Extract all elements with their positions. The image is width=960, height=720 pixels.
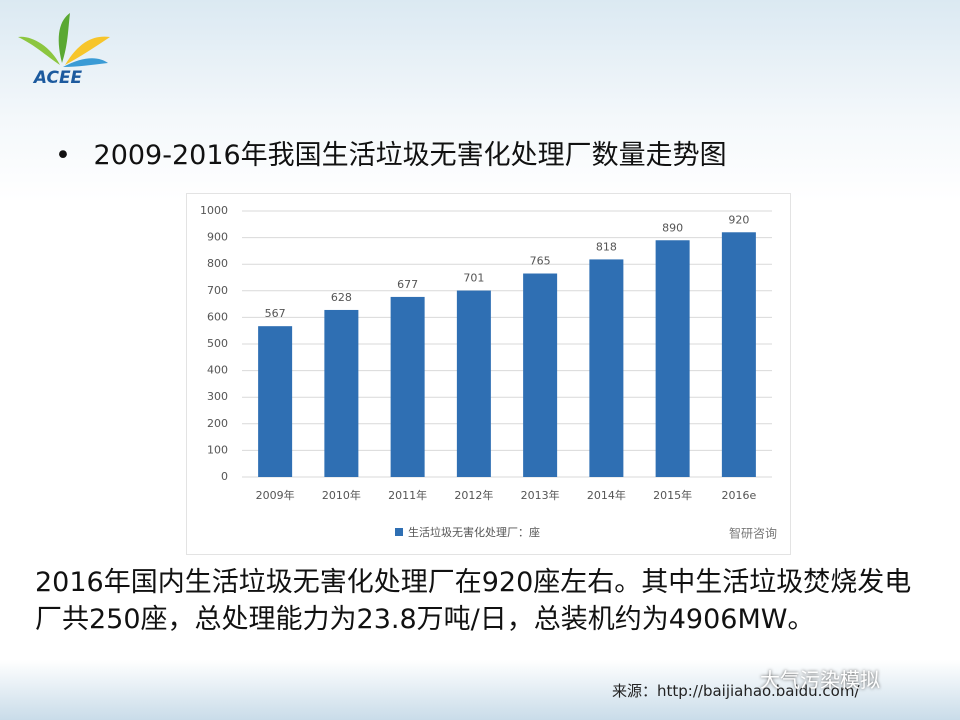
chart: 0 100 200 300 400 500 600 700 800 900 1000 2009年 201… [186, 193, 791, 555]
x-tick-label: 2010年 [322, 488, 361, 502]
legend-label: 生活垃圾无害化处理厂：座 [408, 525, 540, 539]
heading: • 2009-2016年我国生活垃圾无害化处理厂数量走势图 [55, 140, 727, 171]
y-tick-label: 500 [207, 337, 228, 350]
y-tick-label: 0 [221, 470, 228, 483]
bar [390, 296, 425, 477]
bar [655, 240, 690, 477]
data-label: 890 [662, 221, 683, 234]
chart-watermark: 智研咨询 [729, 526, 777, 541]
legend-swatch [395, 528, 403, 536]
bar [589, 259, 624, 477]
data-label: 701 [463, 272, 484, 285]
source: 来源：http://baijiahao.baidu.com/ [612, 682, 860, 700]
x-tick-label: 2014年 [587, 488, 626, 502]
y-tick-label: 1000 [200, 204, 228, 217]
x-tick-label: 2012年 [454, 488, 493, 502]
bar [721, 232, 756, 477]
data-label: 818 [596, 240, 617, 253]
x-tick-label: 2016e [721, 489, 756, 502]
data-label: 567 [265, 307, 286, 320]
x-tick-label: 2015年 [653, 488, 692, 502]
x-tick-label: 2011年 [388, 488, 427, 502]
heading-text: 2009-2016年我国生活垃圾无害化处理厂数量走势图 [93, 140, 727, 171]
watermark: 大气污染模拟 [760, 668, 880, 692]
y-tick-label: 700 [207, 284, 228, 297]
bar [324, 309, 359, 477]
bar [523, 273, 558, 477]
bar [258, 326, 293, 477]
data-label: 765 [530, 255, 551, 268]
bar [456, 290, 491, 477]
y-tick-label: 300 [207, 390, 228, 403]
data-label: 677 [397, 278, 418, 291]
logo-text: ACEE [32, 68, 83, 88]
y-tick-label: 600 [207, 310, 228, 323]
body-text: 2016年国内生活垃圾无害化处理厂在920座左右。其中生活垃圾焚烧发电厂共250… [35, 567, 912, 635]
logo: ACEE [18, 13, 110, 88]
data-label: 628 [331, 291, 352, 304]
y-tick-label: 400 [207, 364, 228, 377]
x-tick-label: 2013年 [521, 488, 560, 502]
x-tick-label: 2009年 [256, 488, 295, 502]
y-tick-label: 900 [207, 231, 228, 244]
y-tick-label: 800 [207, 257, 228, 270]
y-tick-label: 200 [207, 417, 228, 430]
y-tick-label: 100 [207, 443, 228, 456]
data-label: 920 [728, 213, 749, 226]
